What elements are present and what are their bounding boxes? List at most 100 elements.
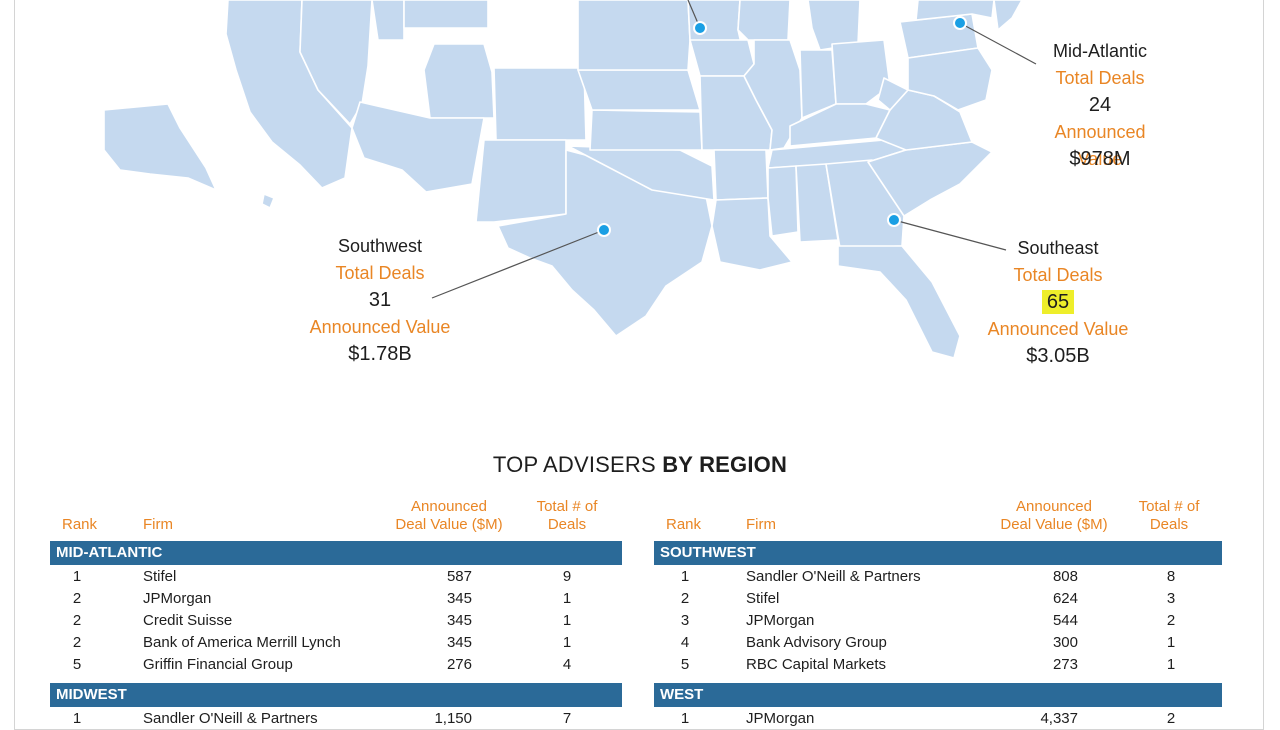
callout-value-label: Announced Value xyxy=(309,317,451,337)
us-map xyxy=(103,0,1037,359)
col-header-value-line2: Deal Value ($M) xyxy=(395,516,503,533)
cell-rank: 1 xyxy=(72,710,82,727)
state-ohio xyxy=(831,39,891,105)
col-header-value-line1: Announced xyxy=(1016,498,1092,515)
state-arkansas xyxy=(713,149,769,201)
cell-deal-count: 2 xyxy=(1166,612,1176,629)
cell-rank: 1 xyxy=(72,568,82,585)
cell-deal-count: 1 xyxy=(562,612,572,629)
cell-deal-value: 345 xyxy=(446,612,472,629)
callout-deals-label: Total Deals xyxy=(1055,68,1145,88)
state-idaho-strip xyxy=(403,0,489,29)
cell-deal-value: 300 xyxy=(1052,634,1078,651)
cell-firm: JPMorgan xyxy=(143,590,212,607)
cell-deal-value: 345 xyxy=(446,634,472,651)
cell-firm: Stifel xyxy=(746,590,780,607)
table-row: 3 JPMorgan 544 2 xyxy=(654,610,1222,632)
col-header-value: Announced Deal Value ($M) xyxy=(384,498,514,534)
region-header-bar: MID-ATLANTIC xyxy=(50,541,622,565)
table-row: 1 Sandler O'Neill & Partners 808 8 xyxy=(654,566,1222,588)
cell-deal-value: 276 xyxy=(446,656,472,673)
leader-line-southeast xyxy=(893,219,1007,251)
cell-firm: Bank Advisory Group xyxy=(746,634,887,651)
table-row: 2 Credit Suisse 345 1 xyxy=(50,610,622,632)
cell-deal-count: 2 xyxy=(1166,710,1176,727)
cell-firm: JPMorgan xyxy=(746,710,815,727)
callout-value-label: Announced Value xyxy=(1054,122,1146,169)
col-header-rank: Rank xyxy=(666,516,702,533)
state-new-york xyxy=(915,0,995,21)
state-wisconsin xyxy=(737,0,791,41)
cell-deal-count: 7 xyxy=(562,710,572,727)
cell-deal-count: 8 xyxy=(1166,568,1176,585)
cell-firm: Credit Suisse xyxy=(143,612,233,629)
state-kansas xyxy=(589,109,703,151)
table-right: Rank Firm Announced Deal Value ($M) Tota… xyxy=(654,498,1222,727)
callout-value-label: Announced Value xyxy=(987,319,1129,339)
dot-midwest xyxy=(693,21,707,35)
state-dakotas xyxy=(577,0,691,71)
region-header-bar: MIDWEST xyxy=(50,683,622,707)
cell-deal-count: 1 xyxy=(562,590,572,607)
cell-deal-count: 3 xyxy=(1166,590,1176,607)
col-header-deals-line2: Deals xyxy=(1149,516,1189,533)
table-row: 1 Stifel 587 9 xyxy=(50,566,622,588)
cell-rank: 5 xyxy=(680,656,690,673)
cell-deal-count: 1 xyxy=(1166,634,1176,651)
cell-firm: JPMorgan xyxy=(746,612,815,629)
table-row: 2 JPMorgan 345 1 xyxy=(50,588,622,610)
cell-rank: 5 xyxy=(72,656,82,673)
region-header-bar: SOUTHWEST xyxy=(654,541,1222,565)
state-arizona xyxy=(351,101,485,193)
table-left: Rank Firm Announced Deal Value ($M) Tota… xyxy=(50,498,622,727)
leader-line-mid-atlantic xyxy=(959,22,1037,65)
table-row: 5 Griffin Financial Group 276 4 xyxy=(50,654,622,676)
state-mississippi xyxy=(767,165,799,237)
cell-deal-count: 9 xyxy=(562,568,572,585)
cell-deal-count: 1 xyxy=(1166,656,1176,673)
cell-rank: 3 xyxy=(680,612,690,629)
state-illinois xyxy=(743,39,803,151)
cell-rank: 2 xyxy=(72,612,82,629)
state-west-virginia xyxy=(877,77,909,111)
state-nebraska xyxy=(577,69,701,111)
cell-firm: Sandler O'Neill & Partners xyxy=(143,710,318,727)
cell-rank: 2 xyxy=(680,590,690,607)
callout-deals-value: 24 xyxy=(1088,94,1112,116)
callout-southeast: Southeast Total Deals 65 Announced Value… xyxy=(978,235,1138,370)
cell-firm: Stifel xyxy=(143,568,177,585)
callout-value: $1.78B xyxy=(348,343,412,365)
state-hawaii-1 xyxy=(261,193,275,209)
region-header-bar: WEST xyxy=(654,683,1222,707)
table-row: 1 Sandler O'Neill & Partners 1,150 7 xyxy=(50,708,622,730)
state-colorado xyxy=(493,67,587,141)
state-florida xyxy=(837,245,961,359)
callout-southwest: Southwest Total Deals 31 Announced Value… xyxy=(300,233,460,368)
table-row: 1 JPMorgan 4,337 2 xyxy=(654,708,1222,730)
cell-rank: 1 xyxy=(680,568,690,585)
cell-deal-value: 544 xyxy=(1052,612,1078,629)
callout-value: $3.05B xyxy=(1026,345,1090,367)
col-header-deals: Total # of Deals xyxy=(1124,498,1214,534)
cell-deal-value: 808 xyxy=(1052,568,1078,585)
state-maryland-nj xyxy=(907,47,993,111)
dot-southwest xyxy=(597,223,611,237)
cell-deal-value: 4,337 xyxy=(1040,710,1078,727)
cell-deal-count: 1 xyxy=(562,634,572,651)
callout-region: Mid-Atlantic xyxy=(1052,41,1148,61)
table-row: 2 Bank of America Merrill Lynch 345 1 xyxy=(50,632,622,654)
col-header-rank: Rank xyxy=(62,516,98,533)
col-header-value-line2: Deal Value ($M) xyxy=(1000,516,1108,533)
dot-mid-atlantic xyxy=(953,16,967,30)
section-title-plain: TOP ADVISERS xyxy=(492,452,663,477)
cell-deal-value: 345 xyxy=(446,590,472,607)
state-new-england xyxy=(993,0,1023,31)
state-iowa xyxy=(689,39,755,77)
callout-deals-value-highlighted: 65 xyxy=(1041,290,1075,314)
col-header-deals-line2: Deals xyxy=(547,516,587,533)
cell-firm: Griffin Financial Group xyxy=(143,656,293,673)
callout-deals-label: Total Deals xyxy=(335,263,425,283)
cell-firm: Bank of America Merrill Lynch xyxy=(143,634,341,651)
section-title: TOP ADVISERS BY REGION xyxy=(0,452,1280,478)
state-utah xyxy=(423,43,495,119)
